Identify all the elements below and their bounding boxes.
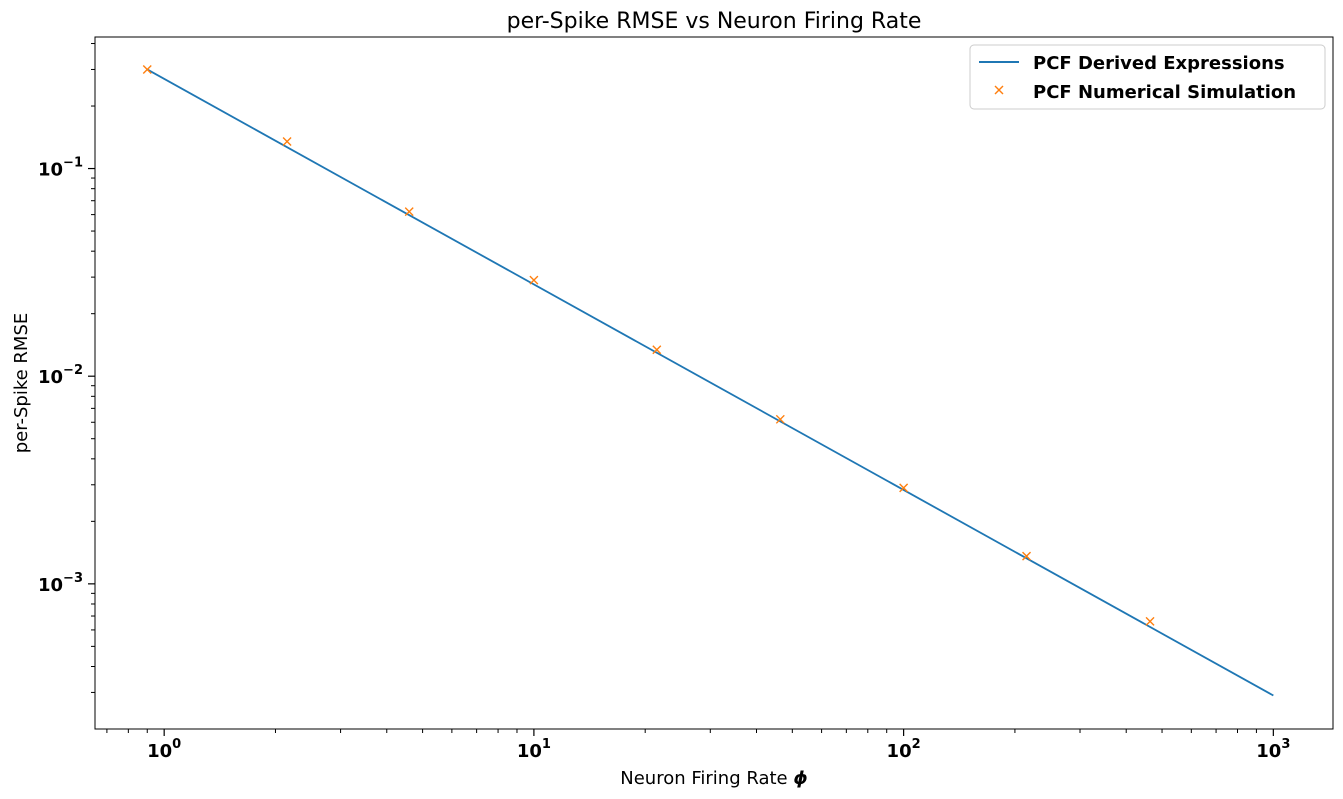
x-tick-label: 100 bbox=[147, 737, 181, 762]
simulation-point bbox=[775, 414, 785, 424]
x-axis-symbol: ϕ bbox=[793, 768, 807, 789]
x-tick-label: 102 bbox=[887, 737, 921, 762]
simulation-point bbox=[652, 345, 662, 355]
y-tick-label: 10−2 bbox=[38, 363, 83, 388]
x-tick-label: 103 bbox=[1256, 737, 1290, 762]
simulation-point bbox=[282, 136, 292, 146]
plot-area bbox=[142, 64, 1274, 697]
legend-label-derived: PCF Derived Expressions bbox=[1033, 53, 1285, 74]
legend: PCF Derived Expressions PCF Numerical Si… bbox=[969, 44, 1326, 110]
axes-frame bbox=[94, 36, 1334, 730]
x-tick-label: 101 bbox=[517, 737, 551, 762]
legend-label-simulation: PCF Numerical Simulation bbox=[1033, 82, 1296, 103]
simulation-point bbox=[1145, 616, 1155, 626]
chart-title: per-Spike RMSE vs Neuron Firing Rate bbox=[507, 9, 922, 34]
y-axis-label: per-Spike RMSE bbox=[11, 313, 32, 454]
simulation-point bbox=[899, 483, 909, 493]
series-line-derived bbox=[146, 68, 1274, 697]
y-tick-label: 10−1 bbox=[38, 156, 83, 181]
y-axis: 10−3 10−2 10−1 bbox=[38, 43, 95, 693]
simulation-point bbox=[529, 275, 539, 285]
simulation-point bbox=[1022, 551, 1032, 561]
simulation-point bbox=[142, 64, 152, 74]
x-axis-label: Neuron Firing Rate ϕ bbox=[620, 768, 807, 789]
legend-box bbox=[969, 44, 1326, 110]
x-axis: 100 101 102 103 bbox=[106, 729, 1290, 762]
y-tick-label: 10−3 bbox=[38, 571, 83, 596]
simulation-point bbox=[404, 207, 414, 217]
legend-marker-swatch bbox=[994, 85, 1004, 95]
